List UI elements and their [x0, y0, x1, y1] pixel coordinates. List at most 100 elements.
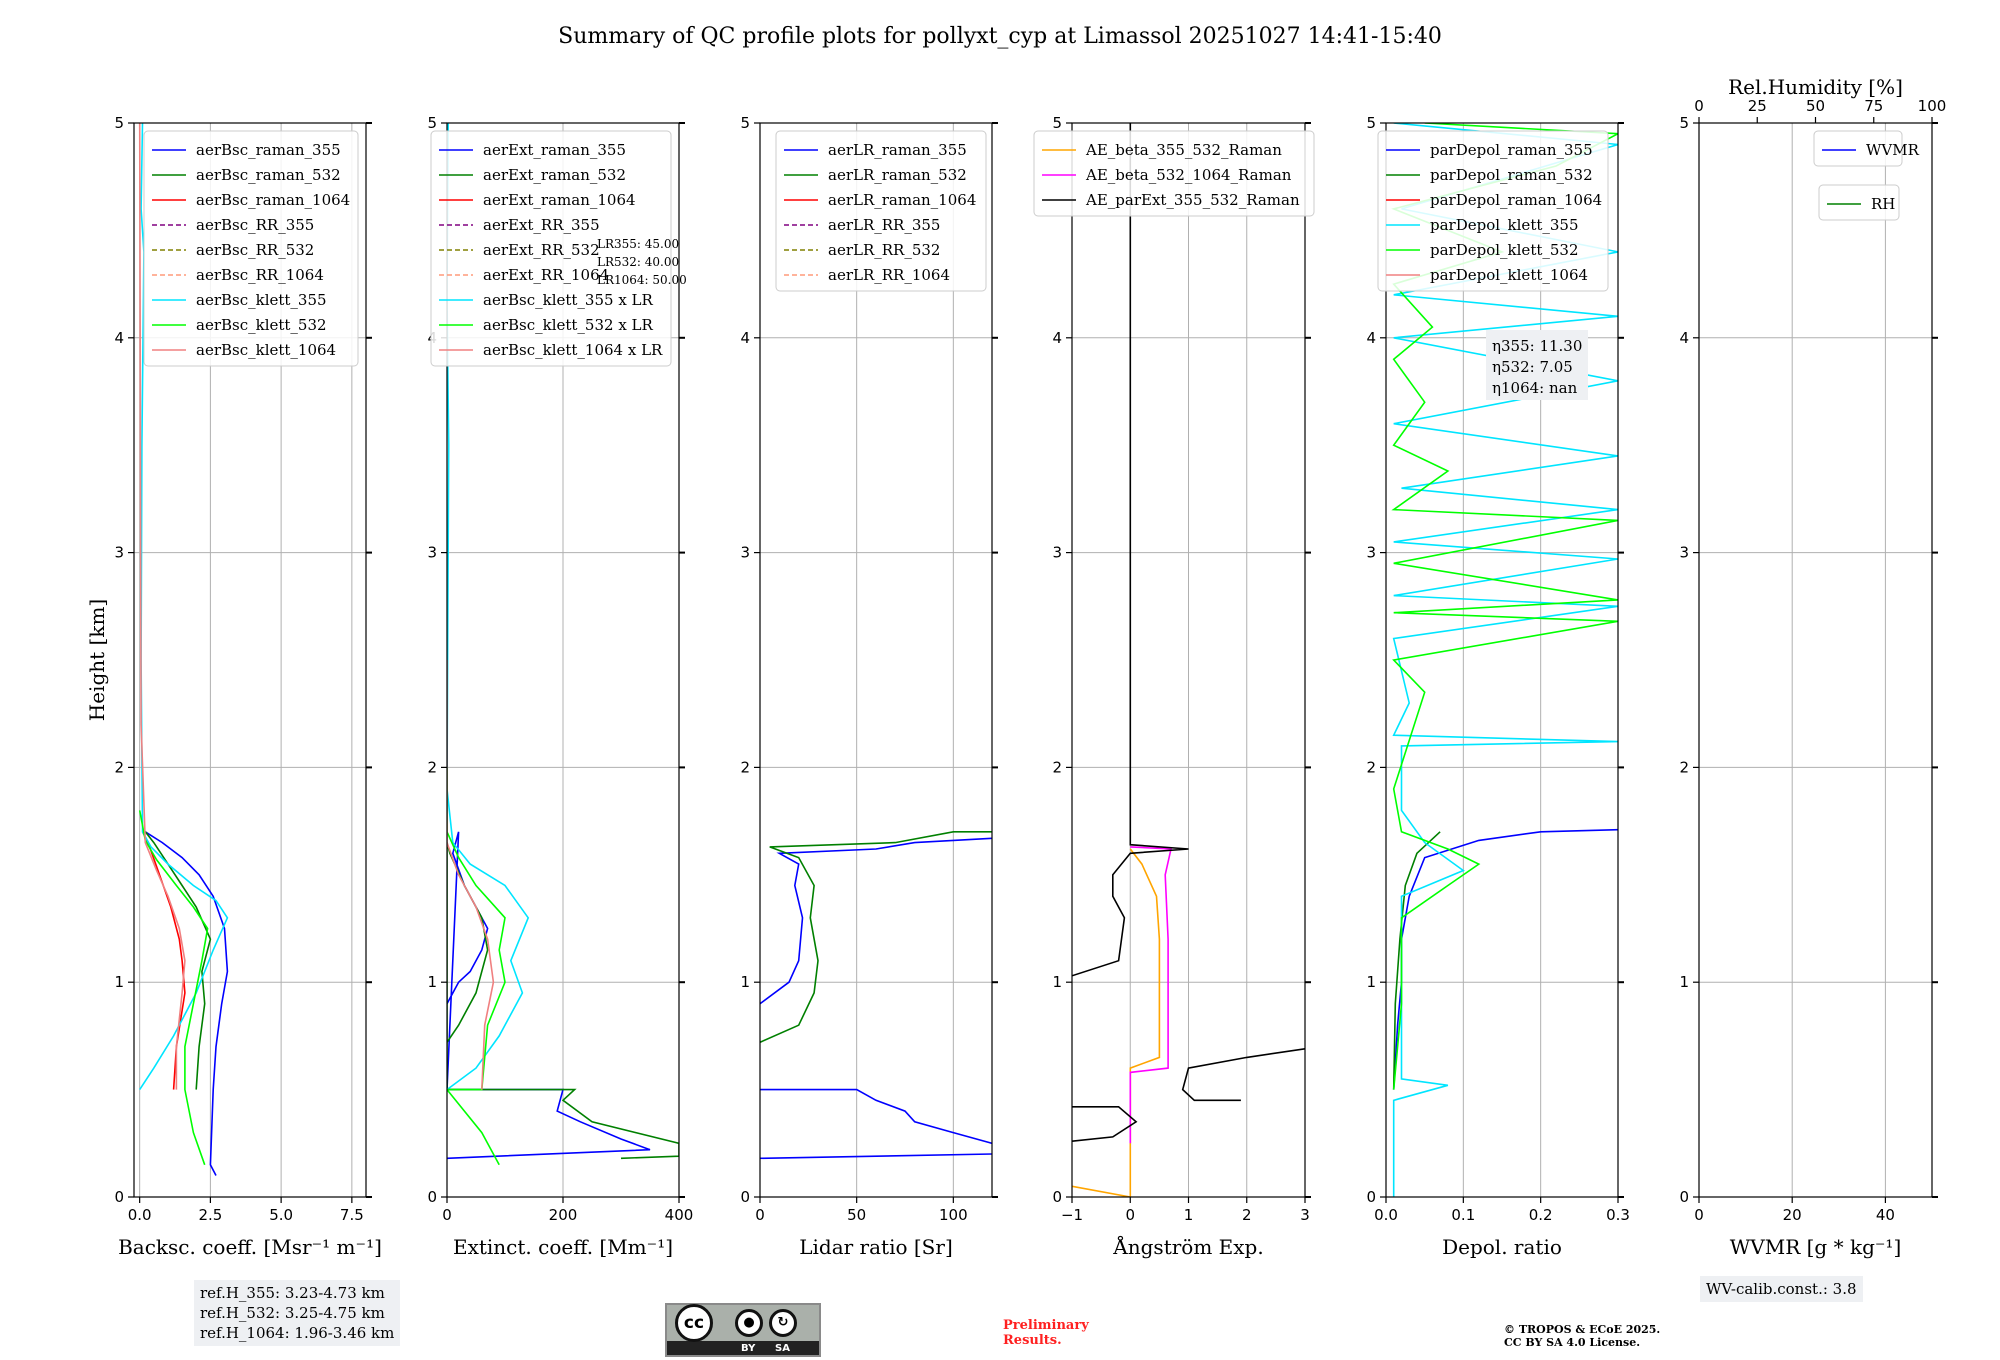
- x-axis-label: Backsc. coeff. [Msr⁻¹ m⁻¹]: [118, 1235, 382, 1259]
- series-aerLR_raman_355_base: [760, 1153, 992, 1160]
- x-tick-label: 3: [1300, 1206, 1310, 1224]
- series-group: [138, 123, 229, 1176]
- panel-depol: 0 1 2 3 4 5 0.0 0.1 0.2 0.3 Depol. ratio parDepol_r…: [1366, 114, 1629, 1259]
- axes-frame: [133, 122, 367, 1198]
- legend-entry: aerLR_raman_1064: [828, 191, 976, 209]
- y-tick-label: 1: [740, 973, 750, 991]
- top-x-tick-label: 25: [1748, 97, 1767, 115]
- y-tick-label: 2: [1052, 758, 1062, 776]
- legend-entry: aerBsc_klett_532 x LR: [483, 316, 654, 334]
- legend-entry: aerBsc_klett_355: [196, 291, 327, 309]
- series-AE_parExt_355_532_Raman: [1072, 123, 1189, 977]
- series-parDepol_raman_532: [1392, 831, 1441, 1090]
- y-tick-label: 5: [427, 114, 437, 132]
- x-tick-label: 100: [939, 1206, 968, 1224]
- legend-entry: parDepol_raman_355: [1430, 141, 1593, 159]
- cc-license-badge[interactable]: cc ● ↻ BY SA: [665, 1303, 821, 1357]
- series-AE_parExt_mid: [1181, 1048, 1305, 1102]
- series-AE_beta_355_532_Raman: [1072, 848, 1161, 1197]
- legend-frame: [1377, 130, 1609, 292]
- legend-frame: [1033, 130, 1315, 217]
- figure-title: Summary of QC profile plots for pollyxt_…: [558, 24, 1442, 49]
- y-tick-label: 4: [1679, 329, 1689, 347]
- eta-annotation: η532: 7.05: [1492, 358, 1573, 376]
- series-aerBsc_raman_532: [144, 831, 212, 1090]
- sa-share-icon: ↻: [769, 1309, 797, 1337]
- legend-frame: [1818, 184, 1900, 221]
- reference-height-box: ref.H_355: 3.23-4.73 km ref.H_532: 3.25-…: [194, 1280, 401, 1346]
- x-axis-label: Ångström Exp.: [1112, 1234, 1263, 1259]
- y-tick-label: 1: [1052, 973, 1062, 991]
- legend-extinction: aerExt_raman_355 aerExt_raman_532 aerExt_r…: [430, 130, 672, 367]
- legend-angstrom: AE_beta_355_532_Raman AE_beta_532_1064_Ra…: [1033, 130, 1315, 217]
- series-group: [447, 123, 679, 1166]
- legend-entry: AE_beta_532_1064_Raman: [1085, 166, 1292, 184]
- x-axis-label: Extinct. coeff. [Mm⁻¹]: [453, 1235, 673, 1259]
- x-tick-label: −1: [1061, 1206, 1083, 1224]
- x-tick-label: 7.5: [340, 1206, 364, 1224]
- eta-annotation: η1064: nan: [1492, 379, 1578, 397]
- legend-entry: aerExt_RR_1064: [483, 266, 609, 284]
- x-tick-label: 0: [1694, 1206, 1704, 1224]
- y-tick-label: 3: [1052, 544, 1062, 562]
- top-x-tick-label: 50: [1806, 97, 1825, 115]
- legend-entry: parDepol_raman_1064: [1430, 191, 1602, 209]
- y-tick-label: 1: [114, 973, 124, 991]
- y-tick-label: 5: [1679, 114, 1689, 132]
- legend-entry: aerLR_raman_355: [828, 141, 967, 159]
- legend-entry: aerExt_RR_355: [483, 216, 600, 234]
- y-tick-label: 0: [1366, 1188, 1376, 1206]
- y-tick-label: 2: [1366, 758, 1376, 776]
- y-tick-label: 3: [114, 544, 124, 562]
- y-tick-label: 2: [1679, 758, 1689, 776]
- legend-entry: parDepol_klett_1064: [1430, 266, 1588, 284]
- legend-entry: aerLR_raman_532: [828, 166, 967, 184]
- series-aerLR_raman_532: [760, 830, 992, 1044]
- x-tick-label: 5.0: [269, 1206, 293, 1224]
- copyright-note: © TROPOS & ECoE 2025. CC BY SA 4.0 Licen…: [1504, 1323, 1660, 1349]
- y-tick-label: 0: [427, 1188, 437, 1206]
- series-aerBsc_klett_1064 x LR: [447, 660, 495, 1090]
- lr-annotation: LR355: 45.00: [597, 237, 679, 251]
- x-tick-label: 2.5: [198, 1206, 222, 1224]
- legend-entry: aerLR_RR_532: [828, 241, 940, 259]
- x-tick-label: 0: [755, 1206, 765, 1224]
- series-group: [760, 830, 992, 1160]
- top-x-tick-label: 75: [1864, 97, 1883, 115]
- x-tick-label: 50: [847, 1206, 866, 1224]
- cc-by-label: BY: [741, 1343, 756, 1354]
- preliminary-line-1: Preliminary: [1003, 1318, 1089, 1333]
- x-tick-label: 0.0: [128, 1206, 152, 1224]
- axes-frame: [1698, 122, 1933, 1198]
- x-tick-label: 0: [442, 1206, 452, 1224]
- legend-entry: aerBsc_klett_355 x LR: [483, 291, 654, 309]
- legend-entry: aerExt_raman_532: [483, 166, 626, 184]
- y-tick-label: 5: [1366, 114, 1376, 132]
- y-tick-label: 0: [1052, 1188, 1062, 1206]
- x-tick-label: 0.2: [1529, 1206, 1553, 1224]
- series-aerExt_raman_355: [447, 831, 651, 1160]
- x-tick-label: 1: [1184, 1206, 1194, 1224]
- y-tick-label: 3: [1366, 544, 1376, 562]
- wv-calib-box: WV-calib.const.: 3.8: [1700, 1276, 1863, 1302]
- legend-entry: RH: [1871, 195, 1895, 213]
- preliminary-results-note: Preliminary Results.: [1003, 1318, 1089, 1348]
- y-tick-label: 2: [740, 758, 750, 776]
- x-tick-label: 0.0: [1374, 1206, 1398, 1224]
- legend-entry: aerBsc_RR_1064: [196, 266, 324, 284]
- copyright-line-1: © TROPOS & ECoE 2025.: [1504, 1323, 1661, 1336]
- legend-rh: RH: [1818, 184, 1900, 221]
- series-aerBsc_klett_355: [139, 123, 229, 1091]
- legend-entry: WVMR: [1866, 141, 1920, 159]
- series-AE_beta_532_1064_Raman: [1129, 846, 1172, 1144]
- legend-entry: parDepol_klett_355: [1430, 216, 1579, 234]
- top-x-axis-label: Rel.Humidity [%]: [1728, 75, 1903, 99]
- cc-sa-label: SA: [775, 1343, 790, 1354]
- y-tick-label: 4: [114, 329, 124, 347]
- ref-height-532: ref.H_532: 3.25-4.75 km: [200, 1304, 385, 1322]
- legend-entry: aerExt_RR_532: [483, 241, 600, 259]
- y-tick-label: 5: [114, 114, 124, 132]
- series-aerBsc_klett_355 x LR: [447, 123, 530, 1091]
- cc-icon: cc: [675, 1304, 713, 1342]
